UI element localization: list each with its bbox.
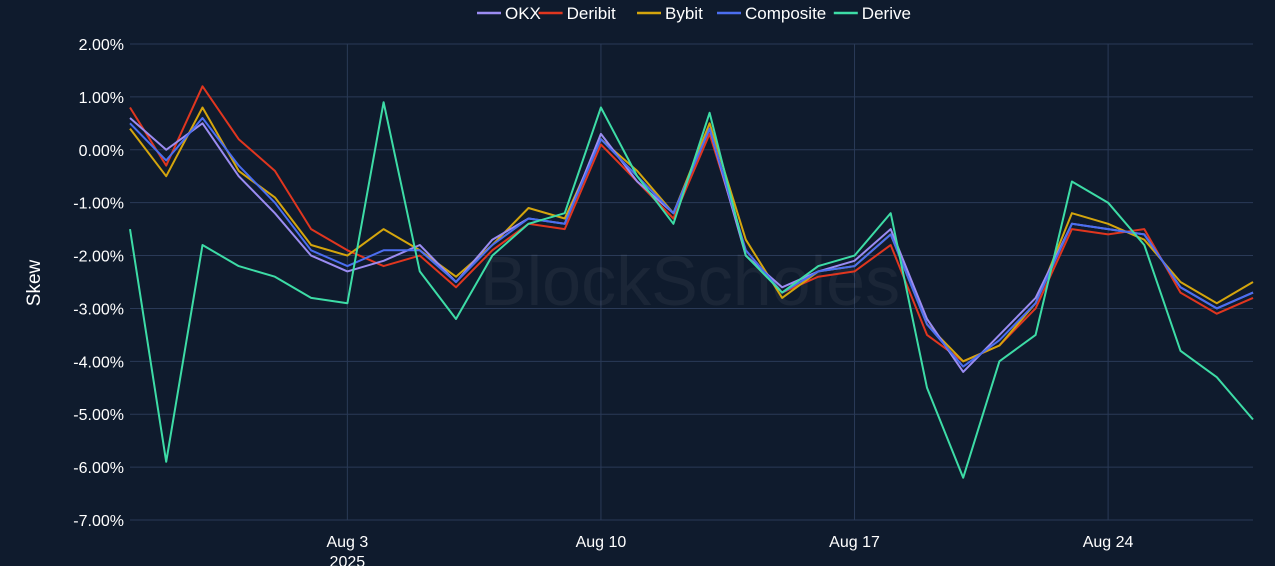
x-tick-label: Aug 24 <box>1083 534 1134 551</box>
y-axis-ticks: 2.00% 1.00% 0.00% -1.00% -2.00% -3.00% -4.00% -… <box>73 37 124 530</box>
y-tick-label: -3.00% <box>73 301 124 318</box>
y-tick-label: -1.00% <box>73 196 124 213</box>
series-line-derive <box>129 101 1254 479</box>
watermark: BlockScholes <box>480 242 900 320</box>
legend-label: OKX <box>505 4 541 23</box>
y-tick-label: -2.00% <box>73 249 124 266</box>
legend[interactable]: OKX Deribit Bybit Composite Derive <box>477 4 911 23</box>
x-axis-ticks: Aug 3 2025 Aug 10 Aug 17 Aug 24 <box>326 534 1133 566</box>
grid <box>130 43 1253 521</box>
x-tick-label: Aug 10 <box>576 534 627 551</box>
y-tick-label: 1.00% <box>79 90 124 107</box>
y-tick-label: 2.00% <box>79 37 124 54</box>
legend-label: Derive <box>862 4 911 23</box>
y-tick-label: -7.00% <box>73 513 124 530</box>
legend-item-okx[interactable]: OKX <box>477 4 541 23</box>
series-lines <box>129 85 1254 479</box>
legend-item-bybit[interactable]: Bybit <box>637 4 703 23</box>
legend-label: Composite <box>745 4 826 23</box>
x-tick-sublabel: 2025 <box>330 554 366 566</box>
x-tick-label: Aug 3 <box>326 534 368 551</box>
y-axis-label: Skew <box>24 259 45 306</box>
legend-item-deribit[interactable]: Deribit <box>538 4 616 23</box>
y-tick-label: 0.00% <box>79 143 124 160</box>
y-tick-label: -4.00% <box>73 354 124 371</box>
series-line-deribit <box>129 85 1254 363</box>
legend-label: Deribit <box>567 4 616 23</box>
legend-item-composite[interactable]: Composite <box>717 4 826 23</box>
y-tick-label: -5.00% <box>73 407 124 424</box>
legend-item-derive[interactable]: Derive <box>833 4 911 23</box>
x-tick-label: Aug 17 <box>829 534 880 551</box>
y-tick-label: -6.00% <box>73 460 124 477</box>
legend-label: Bybit <box>665 4 703 23</box>
